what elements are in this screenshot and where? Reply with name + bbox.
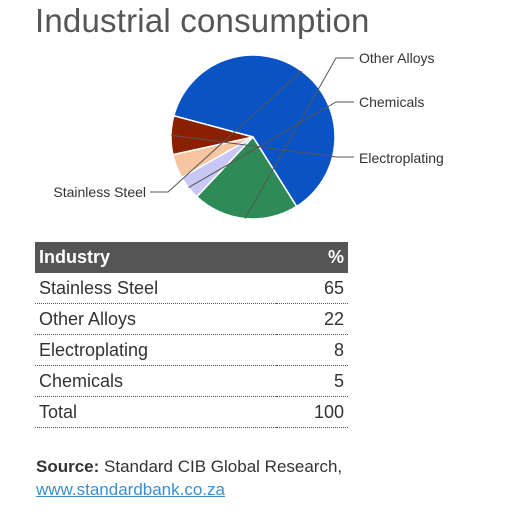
table-row: Electroplating 8 [35, 334, 348, 366]
table-row-total: Total 100 [35, 396, 348, 428]
leader-line [244, 57, 354, 219]
source-label: Source: [36, 457, 100, 476]
source-note: Source: Standard CIB Global Research, ww… [36, 455, 342, 501]
table-row: Stainless Steel 65 [35, 273, 348, 304]
table-header-row: Industry % [35, 242, 348, 273]
slice-label: Chemicals [359, 94, 424, 110]
table-row: Chemicals 5 [35, 365, 348, 397]
consumption-table: Industry % Stainless Steel 65 Other Allo… [35, 242, 348, 428]
source-link[interactable]: www.standardbank.co.za [36, 480, 225, 499]
row-industry: Stainless Steel [35, 273, 276, 304]
pie-chart: Stainless Steel Other Alloys Chemicals Elec… [53, 50, 444, 220]
leader-line [170, 134, 354, 158]
header-industry: Industry [35, 242, 276, 273]
source-line: Source: Standard CIB Global Research, [36, 455, 342, 478]
row-industry: Electroplating [35, 334, 276, 366]
header-percent: % [275, 242, 348, 273]
leader-lines [150, 57, 354, 219]
row-percent: 22 [275, 303, 348, 335]
source-text: Standard CIB Global Research, [99, 457, 343, 476]
row-percent: 100 [275, 396, 348, 428]
slice-labels: Stainless Steel Other Alloys Chemicals Elec… [53, 50, 443, 200]
pie-slices [170, 54, 336, 220]
slice-label: Stainless Steel [53, 184, 146, 200]
row-industry: Chemicals [35, 365, 276, 397]
row-industry: Other Alloys [35, 303, 276, 335]
row-industry: Total [35, 396, 276, 428]
slice-label: Other Alloys [359, 50, 434, 66]
leader-line [150, 70, 303, 193]
slice-label: Electroplating [359, 150, 444, 166]
chart-title: Industrial consumption [35, 2, 370, 39]
row-percent: 8 [275, 334, 348, 366]
table-row: Other Alloys 22 [35, 303, 348, 335]
row-percent: 5 [275, 365, 348, 397]
leader-line [188, 101, 354, 189]
row-percent: 65 [275, 273, 348, 304]
